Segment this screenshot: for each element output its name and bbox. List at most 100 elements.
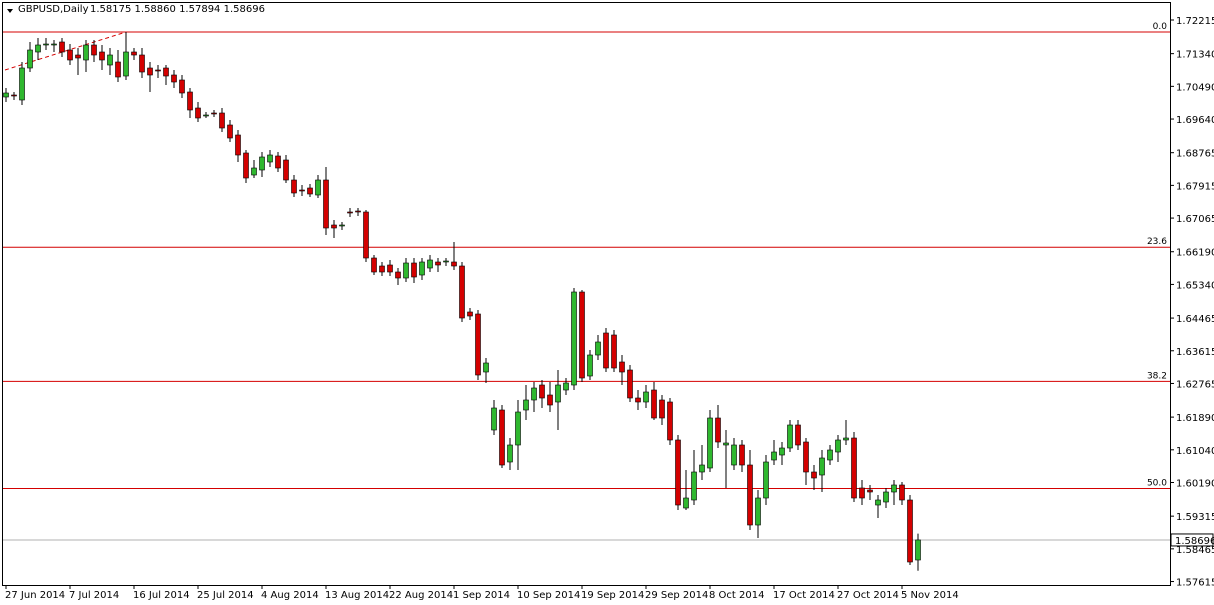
candle-body [19,67,25,101]
x-tick-label: 1 Sep 2014 [453,590,510,601]
candle-body [747,464,753,526]
candle-body [147,67,153,76]
candle-body [11,94,17,97]
last-price-label: 1.58696 [1175,536,1214,547]
candle-body [779,447,785,456]
candle-body [643,391,649,403]
candle-body [363,211,369,259]
y-tick-label: 1.59315 [1176,512,1214,523]
candle-body [907,499,913,563]
y-tick-label: 1.62765 [1176,379,1214,390]
candle-body [771,451,777,461]
candle-body [83,44,89,61]
x-tick-label: 29 Sep 2014 [645,590,708,601]
candle-body [899,484,905,501]
candle-body [227,124,233,139]
candle-body [787,424,793,449]
candle-body [467,311,473,317]
x-tick-label: 13 Aug 2014 [325,590,389,601]
x-tick-label: 7 Jul 2014 [69,590,119,601]
fib-label: 50.0 [1147,479,1167,489]
candle-body [275,155,281,169]
candle-body [531,387,537,401]
candle-body [211,112,217,115]
candle-body [835,439,841,453]
candle-body [595,341,601,356]
candle-body [259,156,265,171]
candle-body [107,54,113,66]
candle-body [763,461,769,499]
menu-arrow[interactable] [7,9,13,13]
candle-body [443,260,449,263]
x-tick-label: 25 Jul 2014 [197,590,254,601]
candle-body [187,91,193,111]
candle-body [291,179,297,194]
candle-body [555,384,561,403]
candle-body [691,471,697,501]
candle-body [859,487,865,499]
x-tick-label: 27 Oct 2014 [837,590,899,601]
candle-body [355,210,361,213]
candle-body [875,499,881,506]
candle-body [403,262,409,279]
candle-body [651,389,657,419]
candle-body [491,407,497,431]
candle-body [339,224,345,227]
candle-body [587,354,593,377]
candle-body [27,49,33,69]
candle-body [731,444,737,466]
candle-body [91,44,97,56]
candle-body [315,179,321,196]
candle-body [379,265,385,273]
y-tick-label: 1.67915 [1176,181,1214,192]
candle-body [603,332,609,369]
candle-body [827,449,833,461]
candle-body [347,211,353,214]
y-tick-label: 1.61890 [1176,413,1214,424]
x-tick-label: 27 Jun 2014 [5,590,65,601]
fib-label: 0.0 [1153,22,1168,32]
candle-body [739,444,745,466]
candle-body [459,265,465,319]
candle-body [867,489,873,493]
candle-body [243,152,249,179]
candle-body [683,497,689,509]
candle-body [723,442,729,446]
y-tick-label: 1.61040 [1176,446,1214,457]
candle-body [715,417,721,443]
candle-body [371,257,377,273]
x-tick-label: 16 Jul 2014 [133,590,190,601]
x-tick-label: 22 Aug 2014 [389,590,453,601]
candle-body [795,424,801,446]
candle-body [395,271,401,279]
candle-body [611,334,617,369]
y-tick-label: 1.66190 [1176,248,1214,259]
candle-body [115,61,121,78]
candle-body [571,291,577,386]
y-tick-label: 1.68765 [1176,149,1214,160]
candle-body [307,187,313,195]
candle-body [667,401,673,441]
candle-body [203,114,209,117]
candle-body [891,484,897,493]
y-tick-label: 1.58465 [1176,545,1214,556]
trend-line [4,31,127,71]
y-tick-label: 1.57615 [1176,578,1214,589]
candle-body [219,112,225,129]
candle-body [163,67,169,77]
candle-body [99,51,105,61]
candle-body [803,441,809,473]
candle-body [579,291,585,379]
candle-body [283,159,289,181]
candle-body [59,41,65,53]
x-tick-label: 4 Aug 2014 [261,590,319,601]
y-tick-label: 1.69640 [1176,115,1214,126]
candle-body [619,361,625,373]
candle-body [675,439,681,506]
candle-body [883,491,889,503]
candle-body [811,471,817,479]
candle-body [123,51,129,77]
y-tick-label: 1.71340 [1176,50,1214,61]
candle-body [515,411,521,446]
candle-body [131,51,137,56]
